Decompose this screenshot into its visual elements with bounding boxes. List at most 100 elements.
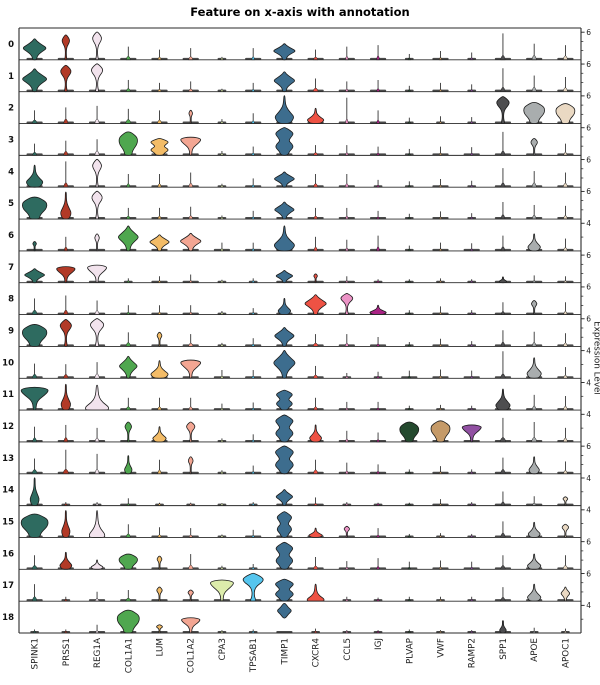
violin-APOC1-cluster8 [563, 310, 568, 315]
violin-APOC1-cluster10 [562, 374, 568, 379]
violin-CCL5-cluster13 [344, 470, 349, 475]
violin-CCL5-cluster0 [344, 55, 349, 61]
ytick-label: 4 [586, 474, 591, 483]
violin-SPP1-cluster12 [499, 437, 507, 443]
violin-APOE-cluster6 [527, 233, 541, 252]
violin-TIMP1-cluster5 [274, 201, 295, 220]
violin-CXCR4-cluster5 [313, 215, 319, 220]
violin-REG1A-cluster1 [91, 63, 104, 93]
violin-CXCR4-cluster17 [306, 583, 325, 602]
violin-COL1A1-cluster5 [125, 215, 131, 220]
violin-SPINK1-cluster4 [26, 164, 44, 188]
violin-SPP1-cluster5 [500, 214, 506, 220]
violin-SPP1-cluster9 [500, 341, 506, 347]
violin-IGJ-cluster16 [376, 565, 380, 570]
violin-TIMP1-cluster13 [275, 445, 294, 475]
cluster-label-6: 6 [8, 231, 14, 241]
gene-label-PLVAP: PLVAP [405, 638, 415, 664]
violin-SPP1-cluster14 [500, 501, 506, 506]
violin-TPSAB1-cluster0 [251, 56, 256, 61]
violin-CCL5-cluster6 [344, 247, 349, 252]
violin-LUM-cluster3 [150, 137, 169, 156]
violin-PRSS1-cluster6 [63, 246, 69, 252]
violin-COL1A1-cluster2 [125, 119, 132, 124]
violin-TIMP1-cluster7 [275, 270, 293, 284]
ytick-label: 4 [586, 219, 591, 228]
violin-CXCR4-cluster15 [308, 527, 323, 538]
violin-VWF-cluster12 [430, 420, 451, 443]
violin-CCL5-cluster9 [344, 342, 350, 347]
violin-REG1A-cluster3 [94, 150, 100, 156]
ytick-label: 4 [586, 410, 591, 419]
violin-PRSS1-cluster3 [63, 151, 69, 156]
violin-REG1A-cluster0 [92, 31, 102, 61]
ytick-label: 6 [586, 187, 591, 196]
violin-APOC1-cluster5 [562, 215, 568, 220]
violin-APOE-cluster15 [527, 521, 541, 538]
right-axis-label: Expression Level [592, 321, 600, 395]
violin-SPINK1-cluster8 [31, 309, 38, 315]
violin-TIMP1-cluster11 [276, 389, 293, 411]
violin-APOC1-cluster9 [562, 342, 568, 347]
violin-SPINK1-cluster14 [29, 477, 40, 507]
violin-IGJ-cluster2 [376, 119, 380, 124]
ytick-label: 6 [586, 537, 591, 546]
violin-COL1A2-cluster4 [188, 182, 194, 188]
violin-SPINK1-cluster10 [31, 373, 38, 379]
violin-COL1A1-cluster17 [125, 597, 132, 602]
violin-APOE-cluster4 [531, 182, 537, 188]
violin-TIMP1-cluster3 [275, 127, 294, 156]
violin-TPSAB1-cluster17 [242, 572, 264, 602]
violin-APOC1-cluster12 [562, 437, 568, 443]
violin-REG1A-cluster16 [90, 559, 104, 570]
violin-CCL5-cluster15 [343, 525, 350, 538]
gene-label-APOE: APOE [530, 638, 540, 662]
violin-PRSS1-cluster5 [60, 191, 72, 220]
gene-label-IGJ: IGJ [374, 638, 384, 650]
violin-CXCR4-cluster13 [312, 469, 319, 475]
violin-APOE-cluster1 [531, 86, 537, 92]
violin-COL1A2-cluster13 [187, 456, 194, 475]
violin-SPINK1-cluster12 [32, 437, 38, 443]
violin-APOC1-cluster0 [562, 55, 569, 61]
violin-SPP1-cluster0 [500, 55, 506, 61]
violin-REG1A-cluster12 [94, 437, 100, 443]
violin-LUM-cluster5 [157, 215, 162, 220]
cluster-label-8: 8 [8, 295, 14, 305]
violin-TIMP1-cluster12 [275, 414, 294, 443]
gene-label-CCL5: CCL5 [343, 638, 353, 661]
ytick-label: 6 [586, 92, 591, 101]
violin-PRSS1-cluster11 [60, 383, 71, 411]
violin-REG1A-cluster4 [92, 158, 102, 188]
violin-COL1A2-cluster0 [188, 56, 194, 61]
violin-LUM-cluster4 [157, 183, 162, 188]
violin-TIMP1-cluster0 [273, 43, 296, 61]
violin-SPINK1-cluster13 [31, 469, 38, 475]
cluster-label-3: 3 [8, 135, 14, 145]
violin-LUM-cluster10 [150, 360, 169, 379]
violin-COL1A2-cluster12 [186, 421, 196, 443]
gene-label-CPA3: CPA3 [218, 638, 228, 661]
violin-PRSS1-cluster7 [56, 266, 76, 284]
ytick-label: 4 [586, 346, 591, 355]
cluster-label-9: 9 [8, 327, 14, 337]
violin-SPINK1-cluster9 [22, 324, 48, 347]
violin-CCL5-cluster8 [340, 293, 354, 315]
violin-SPINK1-cluster6 [32, 241, 37, 252]
cluster-label-0: 0 [8, 40, 14, 50]
violin-PRSS1-cluster16 [59, 551, 73, 570]
violin-COL1A1-cluster10 [119, 355, 138, 379]
cluster-label-10: 10 [2, 358, 14, 368]
violin-PRSS1-cluster12 [63, 437, 69, 443]
violin-PRSS1-cluster10 [62, 374, 69, 379]
violin-REG1A-cluster11 [85, 384, 109, 411]
violin-TIMP1-cluster14 [275, 489, 293, 507]
violin-COL1A2-cluster10 [180, 359, 202, 379]
ytick-label: 4 [586, 378, 591, 387]
violin-CXCR4-cluster4 [312, 183, 319, 188]
violin-REG1A-cluster13 [94, 469, 100, 475]
gene-label-SPP1: SPP1 [499, 638, 509, 660]
violin-APOE-cluster11 [531, 405, 537, 411]
gene-label-LUM: LUM [156, 638, 166, 657]
violin-APOE-cluster2 [523, 102, 545, 124]
